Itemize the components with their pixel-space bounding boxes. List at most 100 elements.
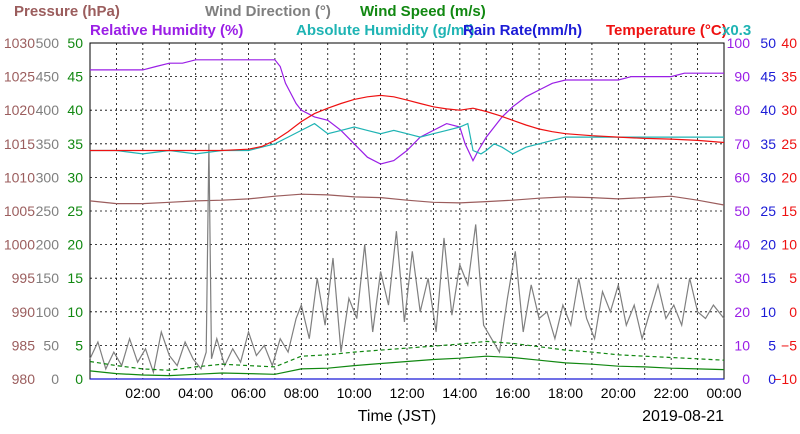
pressure-tick-label: 980: [12, 371, 36, 387]
wind_dir-tick-label: 500: [36, 35, 60, 51]
wind_speed-tick-label: 0: [75, 371, 83, 387]
wind_speed-tick-label: 50: [67, 35, 83, 51]
pressure-tick-label: 1000: [4, 237, 35, 253]
wind_dir-tick-label: 400: [36, 102, 60, 118]
x-tick-label: 06:00: [231, 385, 266, 401]
pressure-tick-label: 995: [12, 270, 36, 286]
rh-tick-label: 90: [734, 69, 750, 85]
series-wind-direction: [89, 143, 725, 375]
rh-tick-label: 70: [734, 136, 750, 152]
pressure-tick-label: 1025: [4, 69, 35, 85]
wind_speed-tick-label: 10: [67, 304, 83, 320]
rain-tick-label: 20: [760, 237, 776, 253]
legend: Pressure (hPa) Wind Direction (°) Wind Spe…: [14, 3, 751, 39]
series-pressure-hpa: [89, 193, 725, 206]
wind_dir-tick-label: 50: [43, 337, 59, 353]
legend-wind_dir: Wind Direction (°): [205, 3, 331, 20]
pressure-tick-label: 1010: [4, 169, 35, 185]
wind_speed-tick-label: 20: [67, 237, 83, 253]
rain-tick-label: 40: [760, 102, 776, 118]
x-tick-label: 22:00: [654, 385, 689, 401]
pressure-tick-label: 1005: [4, 203, 35, 219]
series-layer: [89, 59, 725, 380]
legend-rain: Rain Rate(mm/h): [463, 22, 582, 39]
rh-tick-label: 60: [734, 169, 750, 185]
right-axes: 1009080706050403020100504540353025201510…: [727, 35, 798, 387]
rh-tick-label: 0: [742, 371, 750, 387]
temp-tick-label: 40: [781, 35, 797, 51]
temp-tick-label: 5: [789, 270, 797, 286]
wind_speed-tick-label: 45: [67, 69, 83, 85]
wind_speed-tick-label: 30: [67, 169, 83, 185]
wind_dir-tick-label: 300: [36, 169, 60, 185]
x-tick-label: 16:00: [495, 385, 530, 401]
x-axis-label: Time (JST): [358, 408, 437, 425]
rain-tick-label: 35: [760, 136, 776, 152]
grid: [90, 43, 724, 379]
wind_dir-tick-label: 150: [36, 270, 60, 286]
legend-ah_scale: x0.3: [722, 22, 751, 39]
left-axes: 1030102510201015101010051000995990985980…: [4, 35, 83, 387]
wind_speed-tick-label: 15: [67, 270, 83, 286]
temp-tick-label: 25: [781, 136, 797, 152]
rh-tick-label: 100: [727, 35, 751, 51]
rh-tick-label: 80: [734, 102, 750, 118]
pressure-tick-label: 1030: [4, 35, 35, 51]
series-absolute-humidity-g-m: [90, 122, 724, 155]
x-tick-label: 14:00: [442, 385, 477, 401]
pressure-tick-label: 990: [12, 304, 36, 320]
wind_dir-tick-label: 450: [36, 69, 60, 85]
temp-tick-label: 10: [781, 237, 797, 253]
rh-tick-label: 20: [734, 304, 750, 320]
pressure-tick-label: 985: [12, 337, 36, 353]
x-tick-label: 10:00: [337, 385, 372, 401]
rain-tick-label: 50: [760, 35, 776, 51]
rh-tick-label: 10: [734, 337, 750, 353]
x-tick-label: 08:00: [284, 385, 319, 401]
pressure-tick-label: 1020: [4, 102, 35, 118]
pressure-tick-label: 1015: [4, 136, 35, 152]
legend-ah: Absolute Humidity (g/m³): [296, 22, 474, 39]
x-tick-label: 04:00: [178, 385, 213, 401]
wind_speed-tick-label: 35: [67, 136, 83, 152]
temp-tick-label: 20: [781, 169, 797, 185]
legend-pressure: Pressure (hPa): [14, 3, 120, 20]
x-tick-label: 20:00: [601, 385, 636, 401]
rh-tick-label: 50: [734, 203, 750, 219]
legend-temp: Temperature (°C): [606, 22, 727, 39]
wind_dir-tick-label: 0: [51, 371, 59, 387]
wind_speed-tick-label: 5: [75, 337, 83, 353]
rain-tick-label: 25: [760, 203, 776, 219]
temp-tick-label: 30: [781, 102, 797, 118]
series-wind-speed-gust-m-s: [89, 340, 725, 371]
temp-tick-label: −5: [781, 337, 797, 353]
series-temperature-c: [90, 94, 725, 152]
date-label: 2019-08-21: [642, 408, 724, 425]
x-tick-label: 00:00: [706, 385, 741, 401]
x-tick-label: 02:00: [125, 385, 160, 401]
rain-tick-label: 15: [760, 270, 776, 286]
wind_dir-tick-label: 350: [36, 136, 60, 152]
rh-tick-label: 40: [734, 237, 750, 253]
wind_dir-tick-label: 100: [36, 304, 60, 320]
rain-tick-label: 45: [760, 69, 776, 85]
x-tick-label: 12:00: [389, 385, 424, 401]
rain-tick-label: 30: [760, 169, 776, 185]
temp-tick-label: −10: [773, 371, 797, 387]
rain-tick-label: 5: [768, 337, 776, 353]
temp-tick-label: 15: [781, 203, 797, 219]
legend-wind_speed: Wind Speed (m/s): [360, 3, 486, 20]
x-axis: 02:00 04:00 06:00 08:00 10:00 12:00 14:00 16:00…: [125, 385, 741, 401]
rain-tick-label: 10: [760, 304, 776, 320]
x-tick-label: 18:00: [548, 385, 583, 401]
wind_dir-tick-label: 250: [36, 203, 60, 219]
wind_speed-tick-label: 25: [67, 203, 83, 219]
temp-tick-label: 0: [789, 304, 797, 320]
rain-tick-label: 0: [768, 371, 776, 387]
series-wind-speed-m-s: [89, 355, 725, 377]
temp-tick-label: 35: [781, 69, 797, 85]
wind_speed-tick-label: 40: [67, 102, 83, 118]
wind_dir-tick-label: 200: [36, 237, 60, 253]
legend-rh: Relative Humidity (%): [90, 22, 243, 39]
